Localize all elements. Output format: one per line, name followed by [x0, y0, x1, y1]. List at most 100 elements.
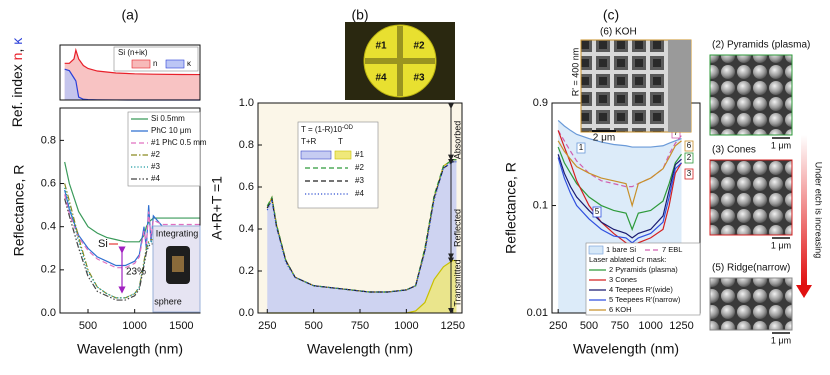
x-tick-label: 250 [549, 320, 567, 332]
series-line [557, 146, 682, 232]
y-tick-label: 0.4 [239, 223, 254, 235]
sem-image [709, 54, 793, 136]
x-tick-label: 750 [351, 320, 369, 332]
y-tick-label: 0.01 [527, 307, 548, 319]
y-axis-label-part: n [9, 53, 25, 61]
photo-label: #2 [413, 41, 425, 52]
sem-image [709, 277, 793, 331]
series-line [64, 189, 200, 267]
legend-label: #4 [355, 189, 364, 198]
x-tick-label: 250 [258, 320, 276, 332]
y-tick-label: 0.2 [239, 265, 254, 277]
legend-title: Si (n+iκ) [118, 48, 148, 57]
y-axis-label-part: , [9, 45, 25, 53]
legend-swatch [131, 59, 151, 69]
legend-title: T = (1-R)10-OD [301, 125, 354, 135]
legend-label: 5 Teepees R'(narrow) [609, 295, 681, 304]
curve-tag: 7 [674, 128, 679, 137]
x-tick-label: 1000 [122, 320, 146, 332]
x-axis-label: Wavelength (nm) [77, 341, 183, 357]
x-tick-label: 1250 [669, 320, 693, 332]
legend-box [297, 121, 379, 209]
legend-label: Si 0.5mm [151, 114, 185, 123]
x-tick-label: 750 [611, 320, 629, 332]
legend-label: 1 bare Si [606, 245, 636, 254]
curve-tag-box [684, 168, 694, 180]
legend-label: n [153, 59, 157, 68]
legend-label: 3 Cones [609, 275, 637, 284]
series-line [557, 154, 682, 239]
photo-label: #4 [375, 73, 387, 84]
inset-sample [172, 256, 184, 272]
legend-label: PhC 10 μm [151, 126, 192, 135]
y-tick-label: 0.1 [533, 199, 548, 211]
series-line [557, 130, 682, 188]
y-axis-label-part: Ref. index [9, 60, 25, 127]
legend-label: #2 [355, 163, 364, 172]
series-line [266, 161, 457, 293]
annotation: Transmitted [452, 259, 462, 306]
y-tick-label: 0.2 [41, 264, 56, 276]
curve-tag-box [684, 152, 694, 164]
x-tick-label: 500 [79, 320, 97, 332]
legend-swatch [588, 245, 604, 255]
curve-tag: 3 [687, 169, 692, 178]
legend-label: #2 [151, 150, 160, 159]
image-title: (3) Cones [712, 145, 756, 156]
curve-tag-box [576, 142, 586, 154]
curve-tag-box [684, 140, 694, 152]
series-line [557, 140, 682, 208]
y-axis-label: Ref. index n, κ [9, 37, 25, 128]
inset-label: Integrating [156, 228, 199, 238]
area [64, 50, 201, 100]
scale-bar-label: 1 μm [771, 240, 791, 250]
legend-title-sup: -OD [342, 125, 354, 131]
y-tick-label: 0.8 [41, 134, 56, 146]
series-line [64, 47, 201, 76]
y-tick-label: 0.0 [239, 307, 254, 319]
x-tick-label: 1250 [440, 320, 464, 332]
panel-label: (a) [121, 7, 138, 23]
legend-swatch [334, 150, 352, 160]
scale-bar-label: 1 μm [771, 335, 791, 345]
y-tick-label: 0.0 [41, 307, 56, 319]
image-title: (2) Pyramids (plasma) [712, 40, 810, 51]
legend-label: #4 [151, 174, 160, 183]
legend-box [127, 111, 201, 187]
y-axis-label-part: κ [9, 37, 25, 45]
photo-cross [365, 58, 435, 64]
series-line [64, 194, 200, 269]
panel-label: (b) [351, 7, 368, 23]
x-tick-label: 500 [580, 320, 598, 332]
annotation: 23% [126, 267, 146, 278]
curve-tag: 5 [595, 207, 600, 216]
curve-tag-box [592, 206, 602, 218]
legend-label: 7 EBL [662, 245, 682, 254]
plot-frame [59, 107, 201, 314]
legend-label: #3 [355, 176, 364, 185]
photo-label: #1 [375, 41, 387, 52]
image-title: (5) Ridge(narrow) [712, 263, 790, 274]
legend-header: Laser ablated Cr mask: [589, 255, 667, 264]
y-tick-label: 0.4 [41, 221, 56, 233]
legend-swatch [165, 59, 185, 69]
legend-label: 6 KOH [609, 305, 632, 314]
y-tick-label: 0.8 [239, 139, 254, 151]
x-tick-label: 1500 [169, 320, 193, 332]
y-tick-label: 0.9 [533, 97, 548, 109]
legend-label: 2 Pyramids (plasma) [609, 265, 678, 274]
scale-bar-label: 2 μm [593, 133, 615, 144]
x-axis-label: Wavelength (nm) [307, 341, 413, 357]
y-axis-label: Reflectance, R [11, 165, 27, 257]
curve-tag: 6 [687, 141, 692, 150]
legend-label: T+R [301, 137, 317, 146]
legend-title-main: T = (1-R)10 [301, 125, 343, 134]
area [267, 260, 457, 313]
inset-label: sphere [154, 296, 182, 306]
annotation: Absorbed [452, 121, 462, 160]
sem-image-border [668, 40, 691, 132]
legend-label: 4 Teepees R'(wide) [609, 285, 673, 294]
y-axis-label: Reflectance, R [503, 162, 519, 254]
